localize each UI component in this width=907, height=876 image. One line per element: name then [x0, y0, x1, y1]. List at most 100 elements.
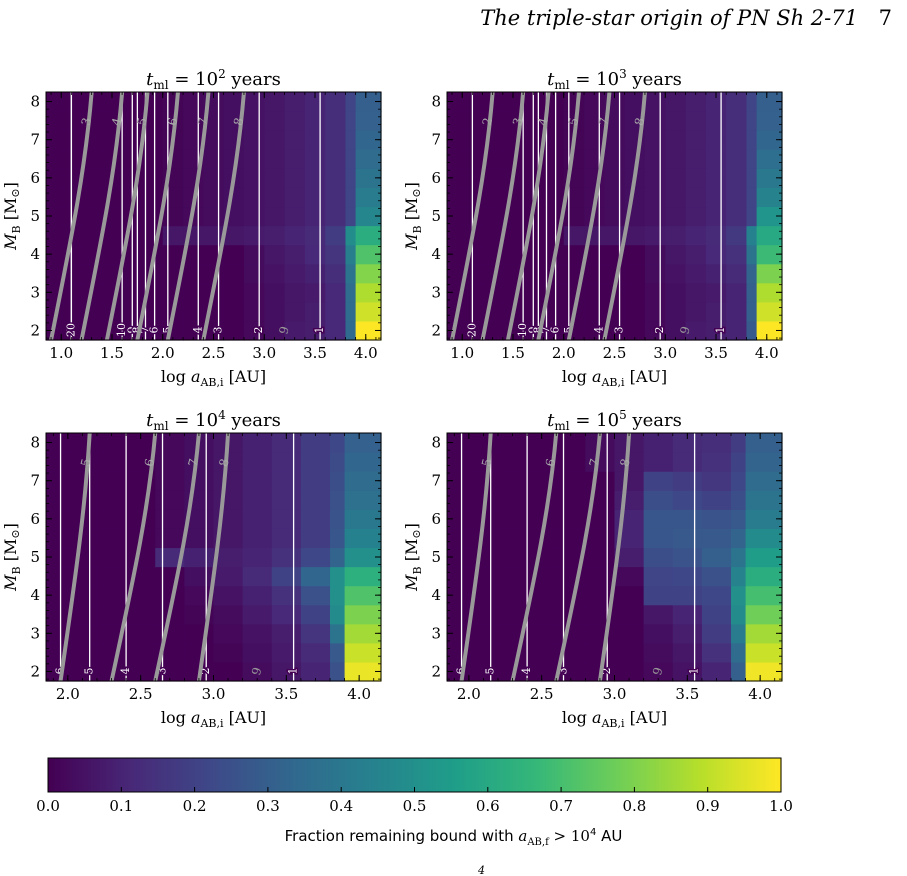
- heatmap-cell: [672, 528, 703, 549]
- grey-contours: 5 6 7 8 9: [58, 432, 265, 682]
- colorbar-segment: [591, 758, 596, 792]
- colorbar-segment: [145, 758, 150, 792]
- colorbar-label-prefix: Fraction remaining bound with: [284, 827, 514, 845]
- colorbar-segment: [359, 758, 364, 792]
- colorbar-segment: [469, 758, 474, 792]
- heatmap-cell: [101, 149, 123, 169]
- heatmap-cell: [344, 471, 382, 491]
- heatmap-cell: [644, 263, 666, 284]
- heatmap-cell: [745, 433, 783, 453]
- heatmap-cell: [665, 320, 687, 341]
- colorbar-segment: [258, 758, 263, 792]
- grey-contour-label: 9: [276, 325, 292, 336]
- heatmap-cell: [345, 301, 357, 322]
- heatmap-cell: [745, 585, 783, 606]
- heatmap-cell: [243, 149, 265, 169]
- heatmap-cell: [745, 566, 783, 587]
- heatmap-cell: [284, 111, 306, 131]
- heatmap-cell: [502, 187, 524, 208]
- heatmap-cell: [482, 168, 504, 188]
- colorbar-segment: [313, 758, 318, 792]
- heatmap-cell: [162, 206, 184, 227]
- heatmap-cell: [731, 566, 747, 587]
- heatmap-cell: [644, 187, 666, 208]
- heatmap-cell: [300, 585, 331, 606]
- heatmap-cell: [184, 566, 215, 587]
- colorbar-segment: [270, 758, 275, 792]
- y-axis-label: MB [M⊙]: [1, 182, 23, 251]
- heatmap-cell: [745, 642, 783, 663]
- heatmap-cell: [614, 585, 645, 606]
- colorbar-segment: [527, 758, 532, 792]
- heatmap-cell: [745, 452, 783, 472]
- colorbar-segment: [408, 758, 413, 792]
- heatmap-cell: [243, 168, 265, 188]
- heatmap-cell: [685, 244, 707, 265]
- heatmap-cell: [726, 92, 748, 112]
- heatmap-cell: [284, 92, 306, 112]
- heatmap-cell: [213, 547, 244, 568]
- heatmap-cell: [447, 92, 463, 112]
- page-number: 7: [878, 6, 892, 30]
- heatmap-cell: [304, 263, 326, 284]
- heatmap-cell: [96, 490, 127, 510]
- grey-contour-label: 9: [249, 666, 265, 677]
- y-axis-label: MB [M⊙]: [402, 523, 424, 592]
- title-unit: years: [627, 410, 682, 431]
- heatmap-cell: [304, 111, 326, 131]
- heatmap-cell: [46, 585, 69, 606]
- heatmap-cell: [527, 604, 557, 625]
- colorbar-segment: [634, 758, 639, 792]
- heatmap-cell: [101, 225, 123, 246]
- heatmap-cell: [705, 187, 727, 208]
- ylabel-sub: B: [10, 566, 23, 574]
- heatmap-cell: [184, 528, 215, 549]
- white-contour-label: 5: [484, 668, 497, 675]
- heatmap-cell: [325, 149, 347, 169]
- heatmap-cell: [155, 490, 185, 510]
- heatmap-cell: [563, 225, 585, 246]
- heatmap-cell: [447, 528, 470, 549]
- ylabel-var: M: [402, 574, 421, 592]
- colorbar-segment: [603, 758, 608, 792]
- colorbar-segment: [390, 758, 394, 792]
- heatmap-cell: [447, 471, 470, 491]
- y-tick-label: 4: [431, 586, 441, 604]
- heatmap-cell: [527, 433, 557, 453]
- heatmap-cell: [731, 471, 747, 491]
- heatmap-cell: [497, 509, 528, 529]
- y-tick-label: 8: [431, 93, 441, 111]
- heatmap-cell: [325, 130, 347, 150]
- heatmap-cell: [46, 225, 62, 246]
- heatmap-cell: [325, 111, 347, 131]
- white-contours: 22010987654321: [63, 92, 328, 340]
- heatmap-cell: [745, 547, 783, 568]
- heatmap-cell: [271, 490, 302, 510]
- x-tick-label: 3.5: [704, 344, 728, 362]
- heatmap-cell: [81, 206, 103, 227]
- heatmap-cell: [213, 490, 244, 510]
- heatmap-cell: [643, 490, 674, 510]
- colorbar-segment: [594, 758, 599, 792]
- heatmap-cell: [701, 661, 732, 682]
- grey-contour-label: 7: [586, 457, 602, 468]
- x-tick-label: 2.5: [129, 685, 153, 703]
- colorbar-segment: [487, 758, 492, 792]
- heatmap-cell: [300, 642, 331, 663]
- heatmap-cell: [183, 282, 204, 303]
- heatmap-cell: [325, 301, 347, 322]
- y-tick-label: 5: [431, 207, 441, 225]
- heatmap-cell: [563, 244, 585, 265]
- heatmap-cell: [300, 547, 331, 568]
- x-axis-label: log aAB,i [AU]: [161, 367, 266, 389]
- y-tick-label: 3: [30, 283, 40, 301]
- heatmap-cell: [502, 92, 524, 112]
- colorbar-segment: [420, 758, 425, 792]
- heatmap-cell: [300, 433, 331, 453]
- grey-contour-label: 8: [617, 457, 633, 468]
- colorbar-segment: [118, 758, 122, 792]
- colorbar-segment: [344, 758, 348, 792]
- colorbar-segment: [90, 758, 95, 792]
- heatmap-cell: [701, 642, 732, 663]
